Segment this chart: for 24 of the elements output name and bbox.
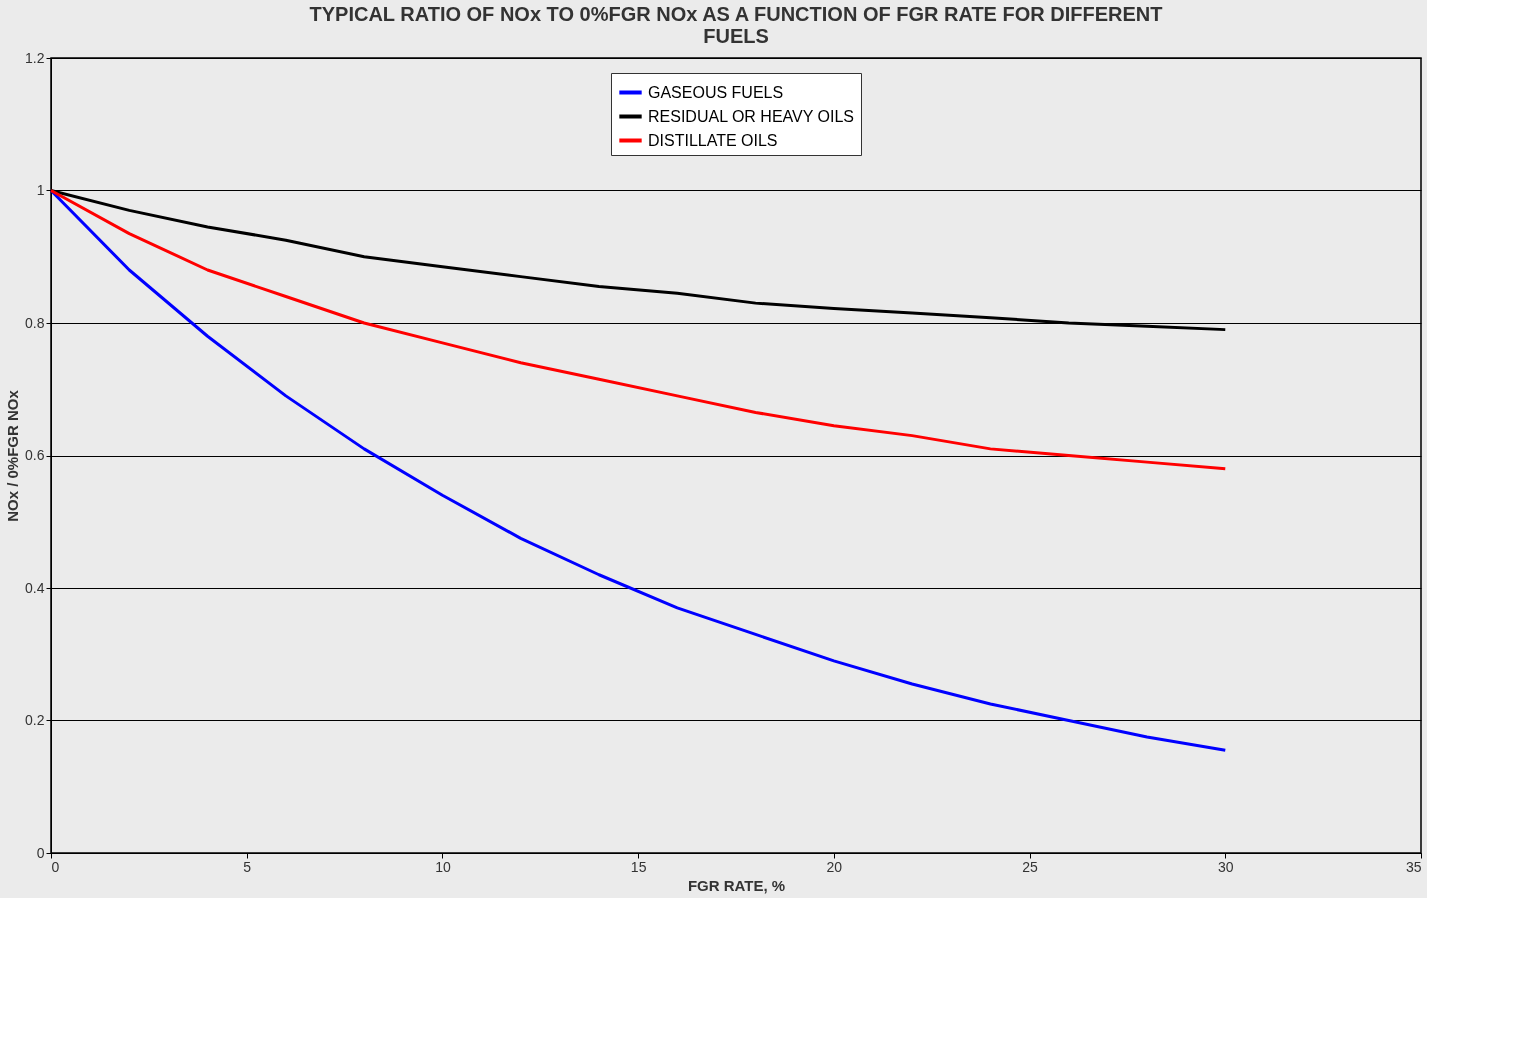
x-tick-label: 10: [435, 858, 451, 875]
x-axis-title: FGR RATE, %: [687, 876, 786, 894]
legend-label: DISTILLATE OILS: [648, 131, 778, 149]
line-series: [49, 189, 1227, 752]
y-tick-label: 0.2: [25, 712, 45, 728]
y-tick-label: 0.6: [25, 447, 45, 463]
y-tick-label: 1.2: [25, 49, 45, 66]
y-axis-title: NOx / 0%FGR NOx: [4, 389, 22, 522]
x-tick-label: 25: [1022, 858, 1039, 875]
y-tick-label: 1: [36, 182, 45, 198]
x-tick-label: 20: [826, 858, 843, 875]
x-tick-label: 5: [243, 858, 252, 875]
text: TYPICAL RATIO OF NOx TO 0%FGR NOx AS A FUNCTION OF FGR RATE FOR DIFFERENT: [309, 3, 1163, 25]
x-tick-label: 0: [51, 858, 60, 875]
y-tick-label: 0.8: [25, 314, 45, 331]
y-tick-label: 0: [36, 844, 45, 861]
legend-label: RESIDUAL OR HEAVY OILS: [648, 107, 854, 125]
x-tick-label: 30: [1218, 858, 1234, 875]
y-tick-label: 0.4: [25, 579, 45, 596]
x-tick-label: 35: [1405, 858, 1422, 875]
line-series: [49, 189, 1227, 471]
text: FUELS: [703, 25, 769, 47]
x-tick-label: 15: [630, 858, 647, 875]
legend-label: GASEOUS FUELS: [648, 83, 784, 101]
